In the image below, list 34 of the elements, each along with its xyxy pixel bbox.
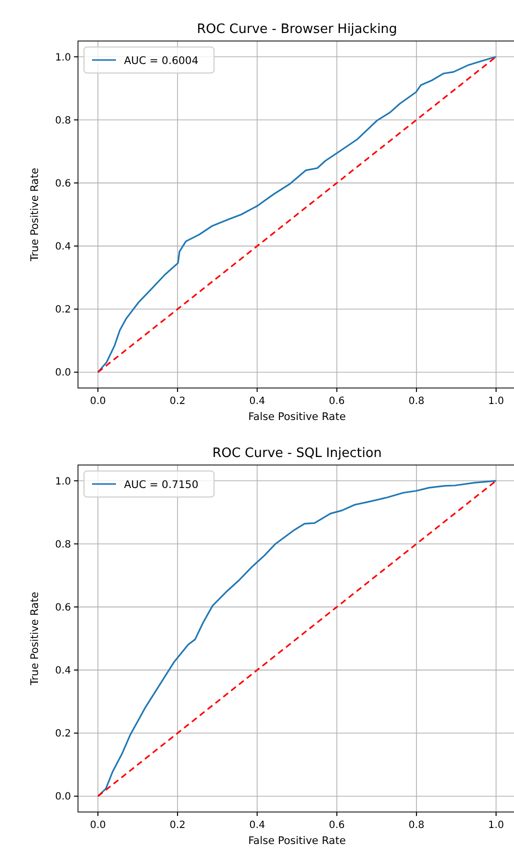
chart-title: ROC Curve - Browser Hijacking [196, 22, 398, 37]
y-tick-label: 0.2 [55, 304, 71, 316]
y-axis-title: True Positive Rate [29, 592, 41, 686]
x-axis-title: False Positive Rate [248, 835, 346, 847]
x-tick-label: 0.0 [90, 396, 106, 407]
y-tick-label: 0.8 [55, 539, 71, 550]
y-tick-label: 0.4 [55, 242, 71, 253]
y-tick-label: 1.0 [55, 476, 71, 488]
line-series [97, 56, 497, 374]
y-tick-label: 0.8 [55, 115, 71, 126]
y-tick-label: 1.0 [55, 52, 71, 64]
x-tick-label: 0.8 [408, 396, 424, 407]
x-tick-label: 0.2 [170, 396, 186, 407]
line-series [97, 480, 497, 798]
y-axis-title: True Positive Rate [29, 168, 41, 262]
y-tick-label: 0.6 [55, 602, 71, 614]
x-tick-label: 0.4 [249, 396, 266, 407]
x-tick-label: 0.6 [328, 820, 345, 831]
x-tick-label: 0.2 [170, 820, 186, 831]
legend-label: AUC = 0.7150 [124, 479, 198, 491]
y-tick-label: 0.0 [55, 368, 71, 379]
y-tick-label: 0.0 [55, 792, 71, 803]
x-tick-label: 0.0 [90, 820, 106, 831]
chart-title: ROC Curve - SQL Injection [212, 446, 382, 461]
x-axis-title: False Positive Rate [248, 411, 346, 423]
y-tick-label: 0.2 [55, 728, 71, 740]
y-tick-label: 0.6 [55, 178, 71, 190]
x-tick-label: 0.4 [249, 820, 266, 831]
x-tick-label: 1.0 [488, 820, 504, 831]
legend-label: AUC = 0.6004 [124, 55, 199, 67]
x-tick-label: 0.8 [408, 820, 424, 831]
x-tick-label: 0.6 [328, 396, 345, 407]
x-tick-label: 1.0 [488, 396, 504, 407]
y-tick-label: 0.4 [55, 666, 71, 677]
